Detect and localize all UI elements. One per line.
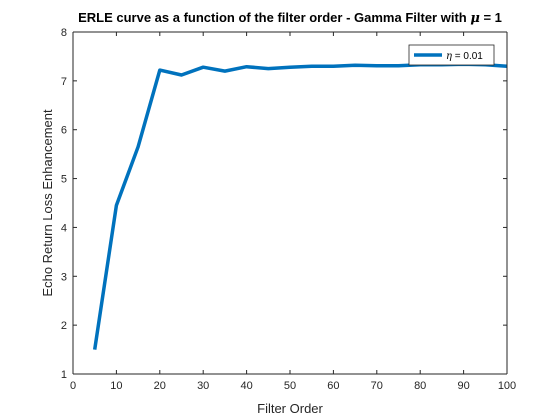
x-tick-label: 60 [327, 380, 339, 392]
legend-entry-rest: = 0.01 [452, 51, 483, 62]
chart-title: ERLE curve as a function of the filter o… [78, 10, 502, 26]
y-tick-label: 6 [61, 125, 67, 137]
tick-layer: 0 10 20 30 40 50 60 70 80 90 100 1 2 3 4 5 6 7 8 [61, 27, 516, 392]
y-axis-label: Echo Return Loss Enhancement [40, 109, 55, 297]
chart-title-main: ERLE curve as a function of the filter o… [78, 10, 470, 25]
y-tick-label: 2 [61, 320, 67, 332]
chart-title-end: = 1 [480, 10, 502, 25]
legend-entry-symbol: η [446, 51, 452, 62]
x-tick-label: 50 [284, 380, 296, 392]
y-tick-label: 7 [61, 76, 67, 88]
x-tick-label: 40 [240, 380, 252, 392]
legend: η = 0.01 [408, 44, 495, 66]
y-tick-label: 8 [61, 27, 67, 39]
x-tick-label: 0 [70, 380, 76, 392]
x-tick-label: 30 [197, 380, 209, 392]
plot-area [73, 32, 507, 374]
x-tick-label: 20 [154, 380, 166, 392]
y-tick-label: 3 [61, 271, 67, 283]
y-tick-label: 4 [61, 222, 67, 234]
x-axis-label: Filter Order [257, 401, 323, 416]
legend-entry: η = 0.01 [446, 51, 483, 62]
x-tick-label: 100 [498, 380, 516, 392]
x-tick-label: 10 [110, 380, 122, 392]
y-tick-label: 1 [61, 369, 67, 381]
x-tick-label: 70 [371, 380, 383, 392]
x-tick-label: 80 [414, 380, 426, 392]
y-tick-label: 5 [61, 174, 67, 186]
chart-title-symbol: μ [470, 11, 480, 26]
x-tick-label: 90 [457, 380, 469, 392]
legend-box [408, 44, 495, 66]
